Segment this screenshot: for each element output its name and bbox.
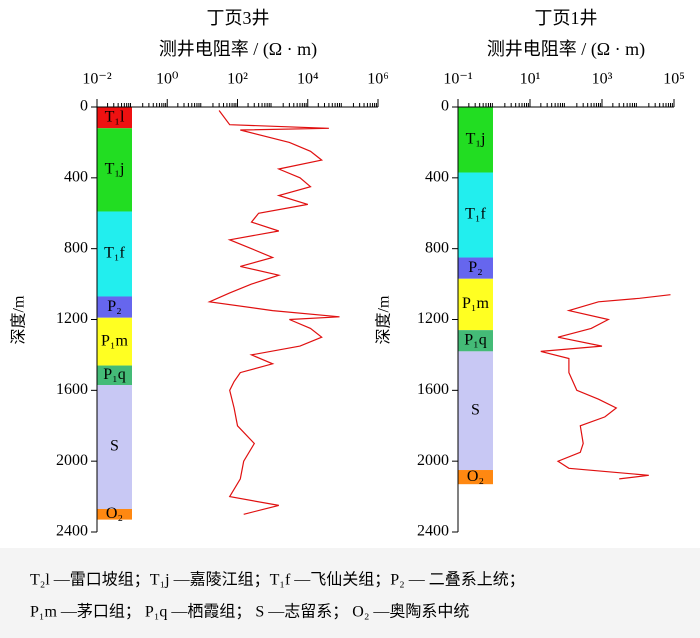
y-axis-label: 深度/m bbox=[10, 295, 28, 344]
x-tick-label: 10⁵ bbox=[663, 71, 685, 88]
stratum bbox=[97, 317, 132, 366]
stratum bbox=[97, 296, 132, 318]
stratum-label: T₁j bbox=[105, 161, 125, 178]
stratum bbox=[458, 470, 493, 485]
y-tick-label: 2000 bbox=[417, 452, 449, 469]
stratum-label: O₂ bbox=[106, 505, 123, 522]
x-axis-label: 测井电阻率 / (Ω · m) bbox=[159, 39, 317, 60]
stratum-label: P₁m bbox=[462, 295, 489, 312]
y-tick-label: 1200 bbox=[56, 310, 88, 327]
x-tick-label: 10⁶ bbox=[367, 71, 389, 88]
stratum-label: S bbox=[110, 438, 119, 455]
y-tick-label: 800 bbox=[64, 239, 88, 256]
stratum bbox=[458, 257, 493, 279]
stratum bbox=[97, 211, 132, 297]
stratum-label: P₂ bbox=[107, 298, 121, 315]
chart-title: 丁页1井 bbox=[535, 8, 598, 28]
y-tick-label: 0 bbox=[80, 98, 88, 115]
y-tick-label: 1600 bbox=[417, 381, 449, 398]
y-axis-label: 深度/m bbox=[375, 295, 393, 344]
x-axis-label: 测井电阻率 / (Ω · m) bbox=[487, 39, 645, 60]
x-tick-label: 10¹ bbox=[520, 71, 541, 88]
stratum-label: T₁j bbox=[466, 130, 486, 147]
stratum bbox=[458, 330, 493, 352]
stratum bbox=[97, 128, 132, 212]
stratum bbox=[97, 107, 132, 129]
caption-band bbox=[0, 548, 700, 638]
stratum bbox=[97, 385, 132, 509]
x-tick-label: 10⁴ bbox=[297, 71, 319, 88]
stratum-label: P₂ bbox=[468, 259, 482, 276]
x-tick-label: 10⁻² bbox=[82, 71, 111, 88]
y-tick-label: 2400 bbox=[56, 523, 88, 540]
resistivity-log bbox=[540, 294, 671, 480]
stratum-label: O₂ bbox=[467, 468, 484, 485]
stratum-label: T₁f bbox=[465, 206, 486, 223]
y-tick-label: 1200 bbox=[417, 310, 449, 327]
stratum bbox=[97, 508, 132, 520]
x-tick-label: 10³ bbox=[592, 71, 613, 88]
stratum-label: T₁l bbox=[105, 108, 125, 125]
stratum bbox=[97, 365, 132, 386]
y-tick-label: 400 bbox=[425, 169, 449, 186]
caption-line: T₂l —雷口坡组；T₁j —嘉陵江组；T₁f —飞仙关组；P₂ — 二叠系上统… bbox=[30, 571, 525, 589]
resistivity-log bbox=[207, 110, 340, 515]
y-tick-label: 2000 bbox=[56, 452, 88, 469]
stratum bbox=[458, 351, 493, 471]
y-tick-label: 1600 bbox=[56, 381, 88, 398]
chart-title: 丁页3井 bbox=[207, 8, 270, 28]
stratum bbox=[458, 107, 493, 173]
y-tick-label: 400 bbox=[64, 169, 88, 186]
x-tick-label: 10² bbox=[227, 71, 248, 88]
stratum-label: P₁m bbox=[101, 332, 128, 349]
y-tick-label: 0 bbox=[441, 98, 449, 115]
caption-line: P₁m —茅口组； P₁q —栖霞组； S —志留系； O₂ —奥陶系中统 bbox=[30, 603, 469, 621]
stratum-label: P₁q bbox=[464, 331, 486, 348]
y-tick-label: 800 bbox=[425, 239, 449, 256]
y-tick-label: 2400 bbox=[417, 523, 449, 540]
stratum bbox=[458, 278, 493, 331]
stratum-label: T₁f bbox=[104, 245, 125, 262]
stratum bbox=[458, 172, 493, 258]
stratum-label: P₁q bbox=[103, 366, 125, 383]
stratum-label: S bbox=[471, 401, 480, 418]
x-tick-label: 10⁻¹ bbox=[443, 71, 472, 88]
x-tick-label: 10⁰ bbox=[156, 71, 178, 88]
